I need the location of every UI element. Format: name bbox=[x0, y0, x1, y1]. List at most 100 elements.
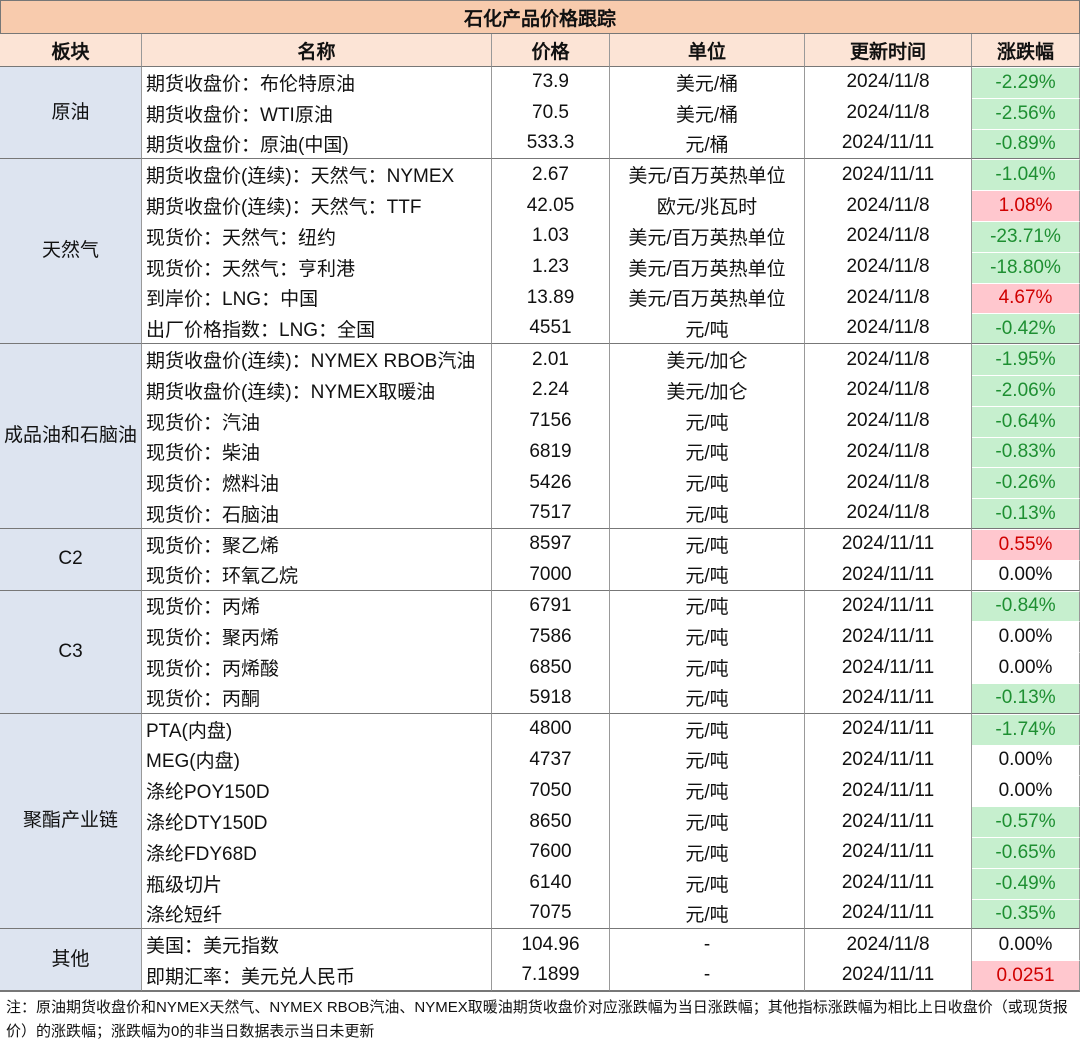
price: 7.1899 bbox=[492, 960, 610, 991]
price: 5918 bbox=[492, 683, 610, 714]
price: 13.89 bbox=[492, 282, 610, 314]
group-label: 天然气 bbox=[0, 159, 142, 345]
change: 0.00% bbox=[972, 621, 1080, 653]
name: 涤纶FDY68D bbox=[142, 837, 492, 868]
unit: 美元/加仑 bbox=[610, 344, 805, 375]
price: 1.03 bbox=[492, 221, 610, 252]
unit: 元/桶 bbox=[610, 128, 805, 160]
name: 现货价：丙烯 bbox=[142, 590, 492, 622]
price: 4551 bbox=[492, 313, 610, 345]
date: 2024/11/11 bbox=[805, 837, 972, 868]
date: 2024/11/8 bbox=[805, 251, 972, 283]
change: -2.29% bbox=[972, 67, 1080, 98]
price: 4800 bbox=[492, 713, 610, 745]
name: 期货收盘价：WTI原油 bbox=[142, 97, 492, 129]
change: 0.00% bbox=[972, 775, 1080, 807]
date: 2024/11/11 bbox=[805, 806, 972, 837]
unit: 美元/桶 bbox=[610, 67, 805, 98]
name: 出厂价格指数：LNG：全国 bbox=[142, 313, 492, 345]
unit: 美元/加仑 bbox=[610, 375, 805, 406]
date: 2024/11/8 bbox=[805, 375, 972, 406]
price: 70.5 bbox=[492, 97, 610, 129]
note: 注：原油期货收盘价和NYMEX天然气、NYMEX RBOB汽油、NYMEX取暖油… bbox=[0, 991, 1080, 1046]
unit: 元/吨 bbox=[610, 867, 805, 899]
price: 8597 bbox=[492, 529, 610, 560]
name: 涤纶POY150D bbox=[142, 775, 492, 807]
price: 73.9 bbox=[492, 67, 610, 98]
date: 2024/11/11 bbox=[805, 529, 972, 560]
price: 6140 bbox=[492, 867, 610, 899]
group-label: C2 bbox=[0, 529, 142, 591]
header-cell: 名称 bbox=[142, 34, 492, 67]
name: 现货价：天然气：亨利港 bbox=[142, 251, 492, 283]
unit: 元/吨 bbox=[610, 405, 805, 437]
unit: 元/吨 bbox=[610, 529, 805, 560]
price: 7600 bbox=[492, 837, 610, 868]
header-cell: 板块 bbox=[0, 34, 142, 67]
header-cell: 涨跌幅 bbox=[972, 34, 1080, 67]
price: 533.3 bbox=[492, 128, 610, 160]
price: 2.24 bbox=[492, 375, 610, 406]
date: 2024/11/11 bbox=[805, 713, 972, 745]
name: 现货价：聚丙烯 bbox=[142, 621, 492, 653]
unit: 元/吨 bbox=[610, 744, 805, 776]
unit: 元/吨 bbox=[610, 436, 805, 468]
price: 7586 bbox=[492, 621, 610, 653]
name: 现货价：环氧乙烷 bbox=[142, 559, 492, 591]
name: 期货收盘价(连续)：天然气：NYMEX bbox=[142, 159, 492, 191]
name: 即期汇率：美元兑人民币 bbox=[142, 960, 492, 991]
price: 6791 bbox=[492, 590, 610, 622]
date: 2024/11/11 bbox=[805, 128, 972, 160]
change: -0.65% bbox=[972, 837, 1080, 868]
change: 0.0251 bbox=[972, 960, 1080, 991]
price: 7075 bbox=[492, 898, 610, 930]
name: MEG(内盘) bbox=[142, 744, 492, 776]
change: -1.95% bbox=[972, 344, 1080, 375]
date: 2024/11/11 bbox=[805, 960, 972, 991]
change: -2.06% bbox=[972, 375, 1080, 406]
change: -0.83% bbox=[972, 436, 1080, 468]
date: 2024/11/11 bbox=[805, 590, 972, 622]
change: 0.00% bbox=[972, 929, 1080, 961]
date: 2024/11/8 bbox=[805, 313, 972, 345]
change: 0.00% bbox=[972, 652, 1080, 683]
price: 7050 bbox=[492, 775, 610, 807]
group-label: 原油 bbox=[0, 67, 142, 160]
unit: 元/吨 bbox=[610, 837, 805, 868]
unit: 元/吨 bbox=[610, 713, 805, 745]
date: 2024/11/11 bbox=[805, 559, 972, 591]
unit: 元/吨 bbox=[610, 467, 805, 499]
price: 4737 bbox=[492, 744, 610, 776]
change: -18.80% bbox=[972, 251, 1080, 283]
unit: 美元/桶 bbox=[610, 97, 805, 129]
date: 2024/11/8 bbox=[805, 190, 972, 221]
name: 现货价：丙酮 bbox=[142, 683, 492, 714]
title: 石化产品价格跟踪 bbox=[0, 0, 1080, 34]
name: 现货价：聚乙烯 bbox=[142, 529, 492, 560]
date: 2024/11/8 bbox=[805, 405, 972, 437]
price: 2.67 bbox=[492, 159, 610, 191]
price: 7517 bbox=[492, 498, 610, 529]
change: 4.67% bbox=[972, 282, 1080, 314]
change: -0.84% bbox=[972, 590, 1080, 622]
price: 1.23 bbox=[492, 251, 610, 283]
name: 现货价：柴油 bbox=[142, 436, 492, 468]
change: -0.35% bbox=[972, 898, 1080, 930]
date: 2024/11/11 bbox=[805, 652, 972, 683]
date: 2024/11/8 bbox=[805, 929, 972, 961]
unit: 元/吨 bbox=[610, 683, 805, 714]
unit: - bbox=[610, 929, 805, 961]
change: -0.89% bbox=[972, 128, 1080, 160]
date: 2024/11/11 bbox=[805, 867, 972, 899]
price: 7000 bbox=[492, 559, 610, 591]
name: 现货价：燃料油 bbox=[142, 467, 492, 499]
change: -1.04% bbox=[972, 159, 1080, 191]
price: 8650 bbox=[492, 806, 610, 837]
change: -0.13% bbox=[972, 498, 1080, 529]
name: PTA(内盘) bbox=[142, 713, 492, 745]
unit: 元/吨 bbox=[610, 498, 805, 529]
unit: 元/吨 bbox=[610, 313, 805, 345]
change: -0.57% bbox=[972, 806, 1080, 837]
date: 2024/11/11 bbox=[805, 159, 972, 191]
